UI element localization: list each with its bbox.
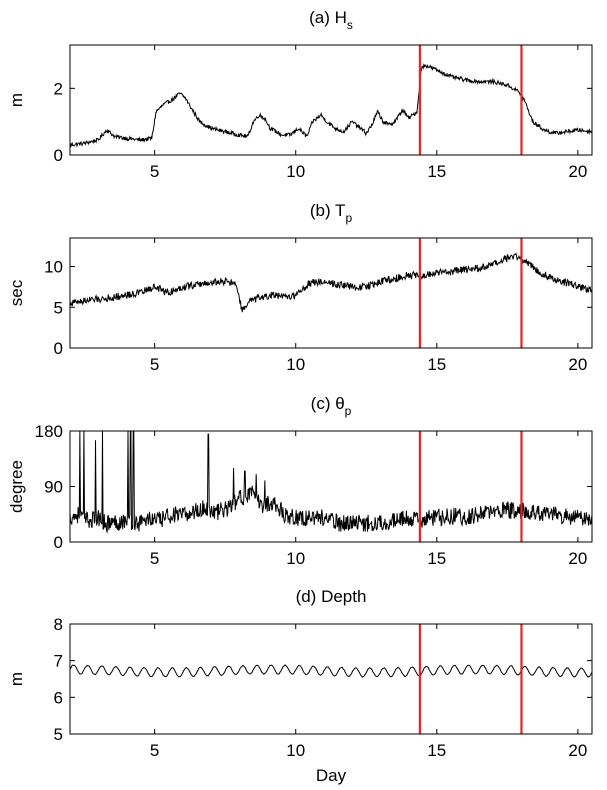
y-tick-label-theta: 0 [54,533,63,552]
x-tick-label-hs: 20 [568,162,587,181]
panel-depth-title: (d) Depth [296,587,367,606]
panel-tp-title: (b) Tp [310,201,353,225]
y-tick-label-tp: 0 [54,339,63,358]
panel-theta-ylabel: degree [7,460,26,513]
x-tick-label-depth: 10 [286,741,305,760]
panel-theta-title: (c) θp [311,394,352,418]
x-tick-label-tp: 5 [150,355,159,374]
series-line-hs [69,63,593,148]
x-tick-label-theta: 10 [286,549,305,568]
panel-depth: (d) Depth m Day 5 10 15 20 5 6 7 8 [7,587,593,785]
panel-hs-ylabel: m [7,93,26,107]
y-tick-label-hs: 0 [54,146,63,165]
axes-box-theta [69,430,593,543]
x-tick-label-tp: 15 [427,355,446,374]
y-tick-label-hs: 2 [54,79,63,98]
x-tick-label-tp: 20 [568,355,587,374]
panel-tp-ylabel: sec [7,279,26,306]
x-tick-label-depth: 20 [568,741,587,760]
panel-depth-xlabel: Day [316,766,347,785]
x-tick-label-theta: 20 [568,549,587,568]
y-tick-label-tp: 5 [54,298,63,317]
y-tick-label-depth: 8 [54,615,63,634]
panel-theta: (c) θp degree 5 10 15 20 0 90 180 [7,394,593,568]
panel-hs: (a) Hs m 5 10 15 20 0 2 [7,8,593,181]
axes-box-hs [69,44,593,156]
y-tick-label-depth: 5 [54,725,63,744]
y-tick-label-theta: 180 [35,422,63,441]
panel-tp: (b) Tp sec 5 10 15 20 0 5 10 [7,201,593,374]
y-tick-label-theta: 90 [44,478,63,497]
x-tick-label-theta: 5 [150,549,159,568]
series-line-theta [69,430,593,534]
x-tick-label-hs: 15 [427,162,446,181]
y-tick-label-depth: 7 [54,652,63,671]
axes-box-depth [69,623,593,735]
panel-hs-title: (a) Hs [309,8,353,32]
x-tick-label-depth: 5 [150,741,159,760]
axes-box-tp [69,237,593,349]
x-tick-label-depth: 15 [427,741,446,760]
x-tick-label-hs: 5 [150,162,159,181]
panel-depth-ylabel: m [7,672,26,686]
series-line-depth [69,664,593,678]
y-tick-label-depth: 6 [54,688,63,707]
y-tick-label-tp: 10 [44,258,63,277]
x-tick-label-theta: 15 [427,549,446,568]
x-tick-label-hs: 10 [286,162,305,181]
x-tick-label-tp: 10 [286,355,305,374]
series-line-tp [69,252,593,313]
